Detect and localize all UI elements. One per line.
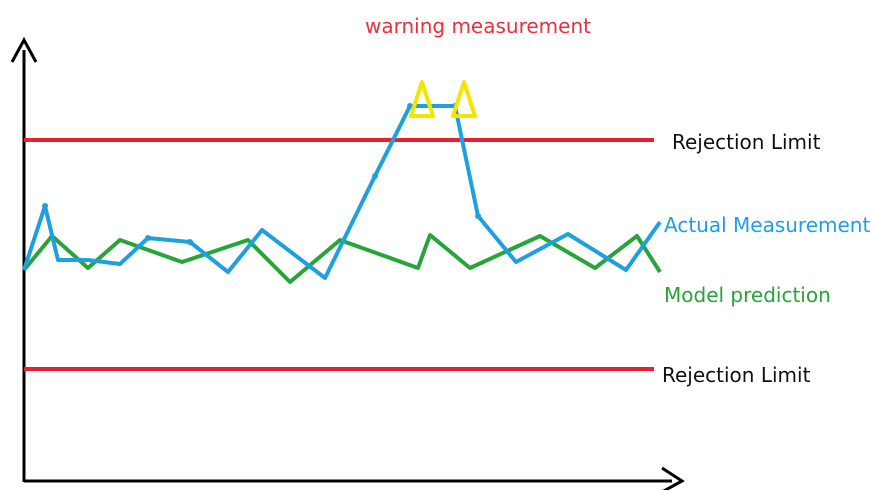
lower-rejection-limit-label: Rejection Limit [662, 363, 811, 387]
actual-measurement-line [22, 104, 662, 280]
model-prediction-line [22, 233, 662, 284]
upper-rejection-limit-label: Rejection Limit [672, 130, 821, 154]
warning-triangle-icon [409, 80, 435, 118]
arrow-right-icon [661, 466, 685, 490]
arrow-up-icon [10, 36, 38, 63]
x-axis [24, 466, 685, 490]
actual-measurement-label: Actual Measurement [664, 213, 870, 237]
warning-measurement-title: warning measurement [365, 14, 591, 38]
actual-measurement-points [42, 103, 481, 245]
model-prediction-label: Model prediction [664, 283, 831, 307]
warning-triangle-icon [451, 80, 477, 118]
